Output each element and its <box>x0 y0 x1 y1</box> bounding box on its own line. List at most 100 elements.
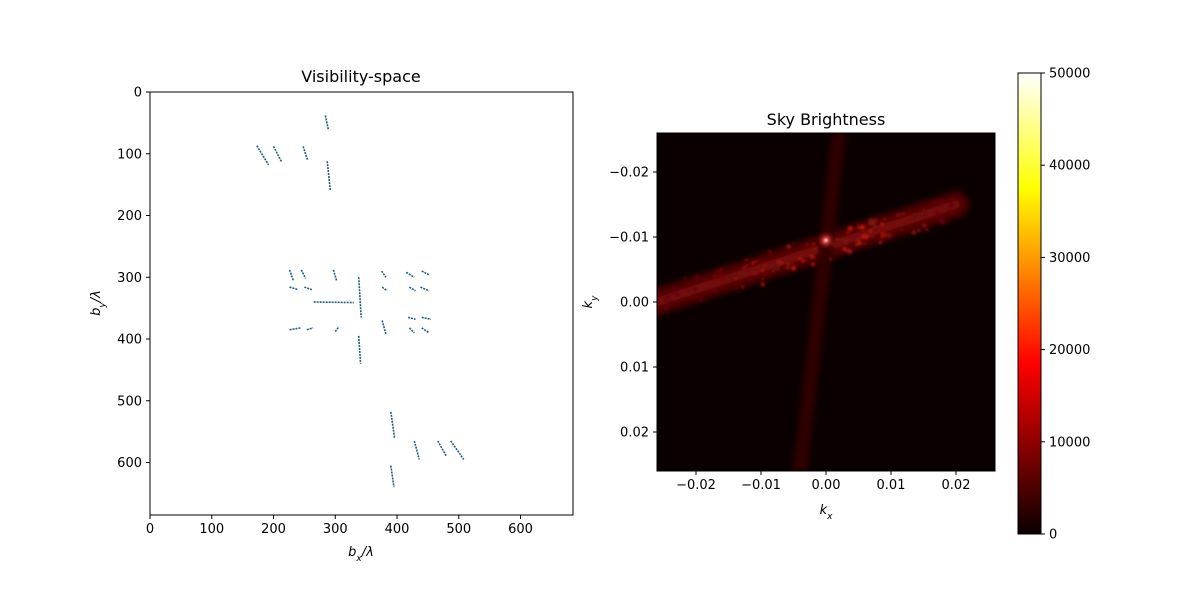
sky-speckle <box>948 202 954 208</box>
visibility-panel: Visibility-space 0 100 200 300 400 500 600 0 10… <box>89 67 574 564</box>
sky-speckle <box>948 209 952 213</box>
visibility-track-26 <box>421 327 430 334</box>
sky-speckle <box>898 212 903 217</box>
visibility-y-tick-label: 0 <box>134 86 142 101</box>
sky-speckle <box>752 271 757 275</box>
visibility-track-18 <box>420 286 430 292</box>
sky-y-tick-label: −0.02 <box>609 166 649 181</box>
sky-speckle <box>920 212 924 216</box>
visibility-x-label: bx/λ <box>348 545 374 564</box>
visibility-y-tick-label: 200 <box>117 209 142 224</box>
visibility-track-4 <box>326 161 332 191</box>
sky-speckle <box>812 255 815 258</box>
sky-speckle <box>719 277 723 282</box>
sky-speckle <box>771 269 776 273</box>
sky-speckle <box>880 233 885 239</box>
sky-speckle <box>854 243 858 247</box>
sky-speckle <box>760 268 765 273</box>
sky-speckle <box>719 273 725 279</box>
sky-speckle <box>715 269 719 273</box>
sky-speckle <box>922 208 926 212</box>
sky-speckle <box>755 260 759 264</box>
sky-y-ticks: −0.02 −0.01 0.00 0.01 0.02 <box>609 166 657 441</box>
sky-speckle <box>863 241 867 246</box>
sky-speckle <box>911 229 917 235</box>
sky-y-tick-label: 0.01 <box>620 361 649 376</box>
sky-speckle <box>702 278 706 282</box>
sky-speckle <box>872 234 875 238</box>
sky-speckle <box>712 288 717 292</box>
sky-speckle <box>657 286 660 289</box>
sky-speckle <box>732 272 736 276</box>
visibility-track-24 <box>421 316 432 321</box>
visibility-y-tick-label: 600 <box>117 456 142 471</box>
sky-speckle <box>686 289 689 292</box>
sky-speckle <box>874 218 879 223</box>
sky-speckle <box>902 211 905 214</box>
visibility-track-13 <box>380 270 387 278</box>
sky-speckle <box>925 228 930 232</box>
sky-speckle <box>754 270 760 275</box>
sky-speckle <box>750 260 756 266</box>
sky-speckle <box>946 210 950 214</box>
visibility-track-22 <box>381 320 387 335</box>
sky-speckle <box>882 217 887 222</box>
sky-speckle <box>775 265 781 271</box>
sky-speckle <box>792 242 795 245</box>
visibility-track-10 <box>313 301 354 304</box>
visibility-track-16 <box>381 286 388 292</box>
sky-speckle <box>734 276 738 281</box>
visibility-track-25 <box>408 327 415 334</box>
sky-speckle <box>867 217 873 223</box>
visibility-y-tick-label: 100 <box>117 147 142 162</box>
sky-speckle <box>761 277 765 281</box>
colorbar-ticks: 0 10000 20000 30000 40000 50000 <box>1041 67 1090 543</box>
sky-speckle <box>809 254 814 259</box>
colorbar-tick-label: 40000 <box>1049 159 1090 174</box>
sky-speckle <box>668 299 674 305</box>
sky-speckle <box>693 287 697 292</box>
sky-speckle <box>675 292 680 297</box>
visibility-x-tick-label: 400 <box>385 522 410 537</box>
sky-heatmap <box>657 133 995 471</box>
sky-panel: Sky Brightness −0.02 −0.01 0.00 0.01 0.02 −0… <box>581 110 996 522</box>
sky-speckle <box>762 263 768 269</box>
sky-speckle <box>934 210 940 217</box>
sky-y-tick-label: 0.00 <box>620 296 649 311</box>
sky-streak-core <box>657 200 960 306</box>
sky-y-tick-label: −0.01 <box>609 231 649 246</box>
sky-speckle <box>801 259 806 263</box>
colorbar-tick-label: 30000 <box>1049 251 1090 266</box>
sky-speckle <box>658 293 663 297</box>
sky-x-tick-label: 0.02 <box>942 478 971 493</box>
sky-speckle <box>814 247 817 251</box>
colorbar: 0 10000 20000 30000 40000 50000 <box>1017 67 1090 543</box>
sky-speckle <box>835 238 839 241</box>
sky-speckle <box>918 201 921 204</box>
visibility-track-19 <box>289 327 301 331</box>
sky-speckle <box>786 244 792 249</box>
sky-speckle <box>724 281 727 284</box>
sky-speckle <box>698 297 704 302</box>
colorbar-tick-label: 20000 <box>1049 343 1090 358</box>
sky-speckle <box>951 210 955 214</box>
sky-speckle <box>695 277 699 282</box>
sky-speckle <box>661 311 664 314</box>
sky-speckle <box>916 228 922 233</box>
colorbar-gradient <box>1017 72 1042 535</box>
sky-speckle <box>903 213 906 216</box>
sky-speckle <box>855 237 861 243</box>
sky-speckle <box>871 223 878 229</box>
sky-speckle <box>859 224 866 230</box>
sky-speckle <box>904 222 907 226</box>
sky-speckle <box>667 302 670 306</box>
sky-speckle <box>938 216 943 222</box>
sky-vertical-streak <box>793 133 846 471</box>
sky-speckle <box>931 199 936 204</box>
sky-speckle <box>742 265 747 270</box>
sky-x-tick-label: 0.00 <box>812 478 841 493</box>
sky-speckle <box>948 197 953 203</box>
visibility-y-label: by/λ <box>89 290 108 316</box>
sky-y-tick-label: 0.02 <box>620 426 649 441</box>
visibility-track-8 <box>304 286 313 291</box>
